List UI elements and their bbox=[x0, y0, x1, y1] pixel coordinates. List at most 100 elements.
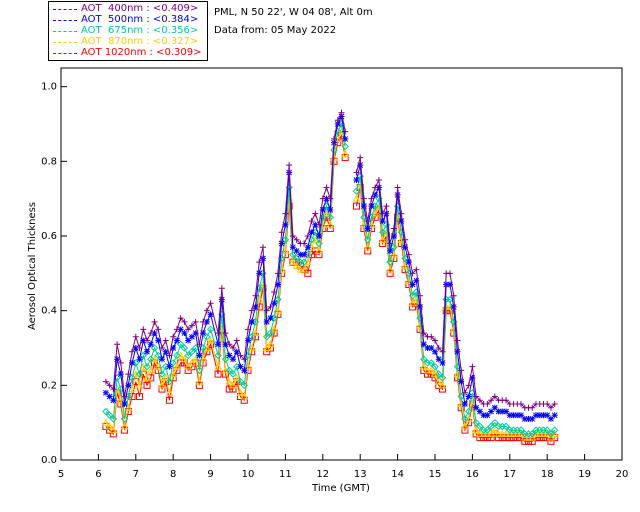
data-point bbox=[544, 401, 551, 407]
data-point bbox=[327, 206, 334, 213]
data-point bbox=[428, 345, 435, 351]
data-point bbox=[368, 195, 375, 202]
data-point bbox=[487, 422, 495, 431]
data-point bbox=[214, 362, 222, 370]
data-point bbox=[315, 246, 323, 254]
data-point bbox=[270, 314, 278, 322]
data-point bbox=[413, 266, 420, 273]
data-point bbox=[514, 412, 521, 419]
data-point bbox=[200, 330, 207, 337]
data-point bbox=[170, 333, 177, 340]
data-point bbox=[342, 135, 349, 142]
data-point bbox=[281, 246, 290, 254]
data-point bbox=[386, 258, 394, 266]
data-point bbox=[117, 359, 124, 366]
data-point bbox=[161, 373, 170, 381]
data-point bbox=[256, 270, 263, 277]
location-text: PML, N 50 22', W 04 08', Alt 0m bbox=[214, 7, 373, 18]
data-point bbox=[232, 373, 241, 381]
data-point bbox=[394, 191, 401, 198]
data-point bbox=[330, 146, 338, 154]
data-point bbox=[476, 422, 484, 431]
data-point bbox=[143, 362, 151, 371]
data-point bbox=[271, 300, 278, 307]
data-point bbox=[480, 412, 487, 419]
data-point bbox=[454, 348, 461, 355]
data-point bbox=[162, 362, 170, 371]
data-point bbox=[278, 240, 285, 247]
legend-label-400nm: AOT 400nm : <0.409> bbox=[81, 3, 199, 14]
data-point bbox=[248, 318, 255, 325]
data-point bbox=[398, 210, 405, 217]
data-point bbox=[342, 128, 349, 135]
data-point bbox=[158, 381, 166, 389]
data-point bbox=[357, 154, 364, 161]
data-point bbox=[518, 401, 525, 407]
data-point bbox=[353, 169, 360, 176]
data-point bbox=[117, 371, 124, 378]
data-point bbox=[383, 210, 390, 217]
data-point bbox=[158, 370, 166, 378]
data-point bbox=[263, 318, 270, 325]
data-point bbox=[135, 381, 144, 389]
data-point bbox=[476, 434, 484, 442]
data-point bbox=[195, 377, 204, 385]
data-point bbox=[252, 292, 259, 299]
x-tick-label: 9 bbox=[207, 469, 213, 480]
data-point bbox=[315, 239, 323, 248]
data-point bbox=[502, 429, 510, 437]
data-point bbox=[188, 322, 195, 329]
y-tick-label: 0.2 bbox=[41, 380, 57, 391]
data-point bbox=[483, 434, 491, 442]
data-point bbox=[282, 221, 289, 228]
data-point bbox=[372, 191, 379, 198]
data-point bbox=[266, 340, 275, 348]
data-point bbox=[286, 162, 293, 169]
data-point bbox=[200, 318, 207, 325]
data-point bbox=[461, 422, 469, 430]
data-point bbox=[454, 337, 461, 344]
data-point bbox=[102, 407, 110, 416]
data-point bbox=[136, 356, 143, 363]
data-point bbox=[229, 381, 237, 389]
data-point bbox=[151, 318, 158, 325]
x-tick-label: 6 bbox=[95, 469, 101, 480]
series-2 bbox=[102, 120, 559, 438]
data-point bbox=[166, 363, 173, 370]
data-point bbox=[315, 251, 323, 259]
data-point bbox=[203, 333, 211, 341]
data-point bbox=[169, 359, 177, 367]
data-point bbox=[221, 355, 230, 363]
data-point bbox=[364, 225, 371, 232]
data-point bbox=[378, 228, 387, 236]
y-tick-label: 0.6 bbox=[41, 231, 57, 242]
data-point bbox=[352, 202, 360, 210]
data-point bbox=[431, 362, 439, 371]
data-point bbox=[487, 429, 495, 437]
data-point bbox=[498, 434, 506, 442]
data-point bbox=[173, 362, 181, 370]
x-tick-label: 16 bbox=[466, 469, 479, 480]
data-point bbox=[438, 374, 447, 382]
data-point bbox=[528, 433, 537, 441]
data-point bbox=[274, 270, 281, 277]
data-point bbox=[390, 233, 397, 239]
data-point bbox=[251, 318, 260, 326]
data-point bbox=[230, 356, 237, 363]
data-point bbox=[378, 235, 387, 243]
data-point bbox=[334, 117, 341, 124]
data-point bbox=[547, 415, 554, 422]
data-point bbox=[464, 407, 473, 416]
data-point bbox=[151, 330, 158, 337]
data-point bbox=[304, 269, 312, 277]
data-point bbox=[398, 218, 405, 225]
data-point bbox=[215, 341, 222, 348]
legend-swatch-675nm bbox=[53, 31, 77, 32]
data-point bbox=[180, 344, 189, 352]
data-point bbox=[357, 162, 364, 169]
data-point bbox=[323, 184, 330, 191]
data-point bbox=[450, 292, 457, 299]
data-point bbox=[177, 315, 184, 322]
data-point bbox=[472, 418, 480, 427]
data-point bbox=[132, 345, 139, 351]
